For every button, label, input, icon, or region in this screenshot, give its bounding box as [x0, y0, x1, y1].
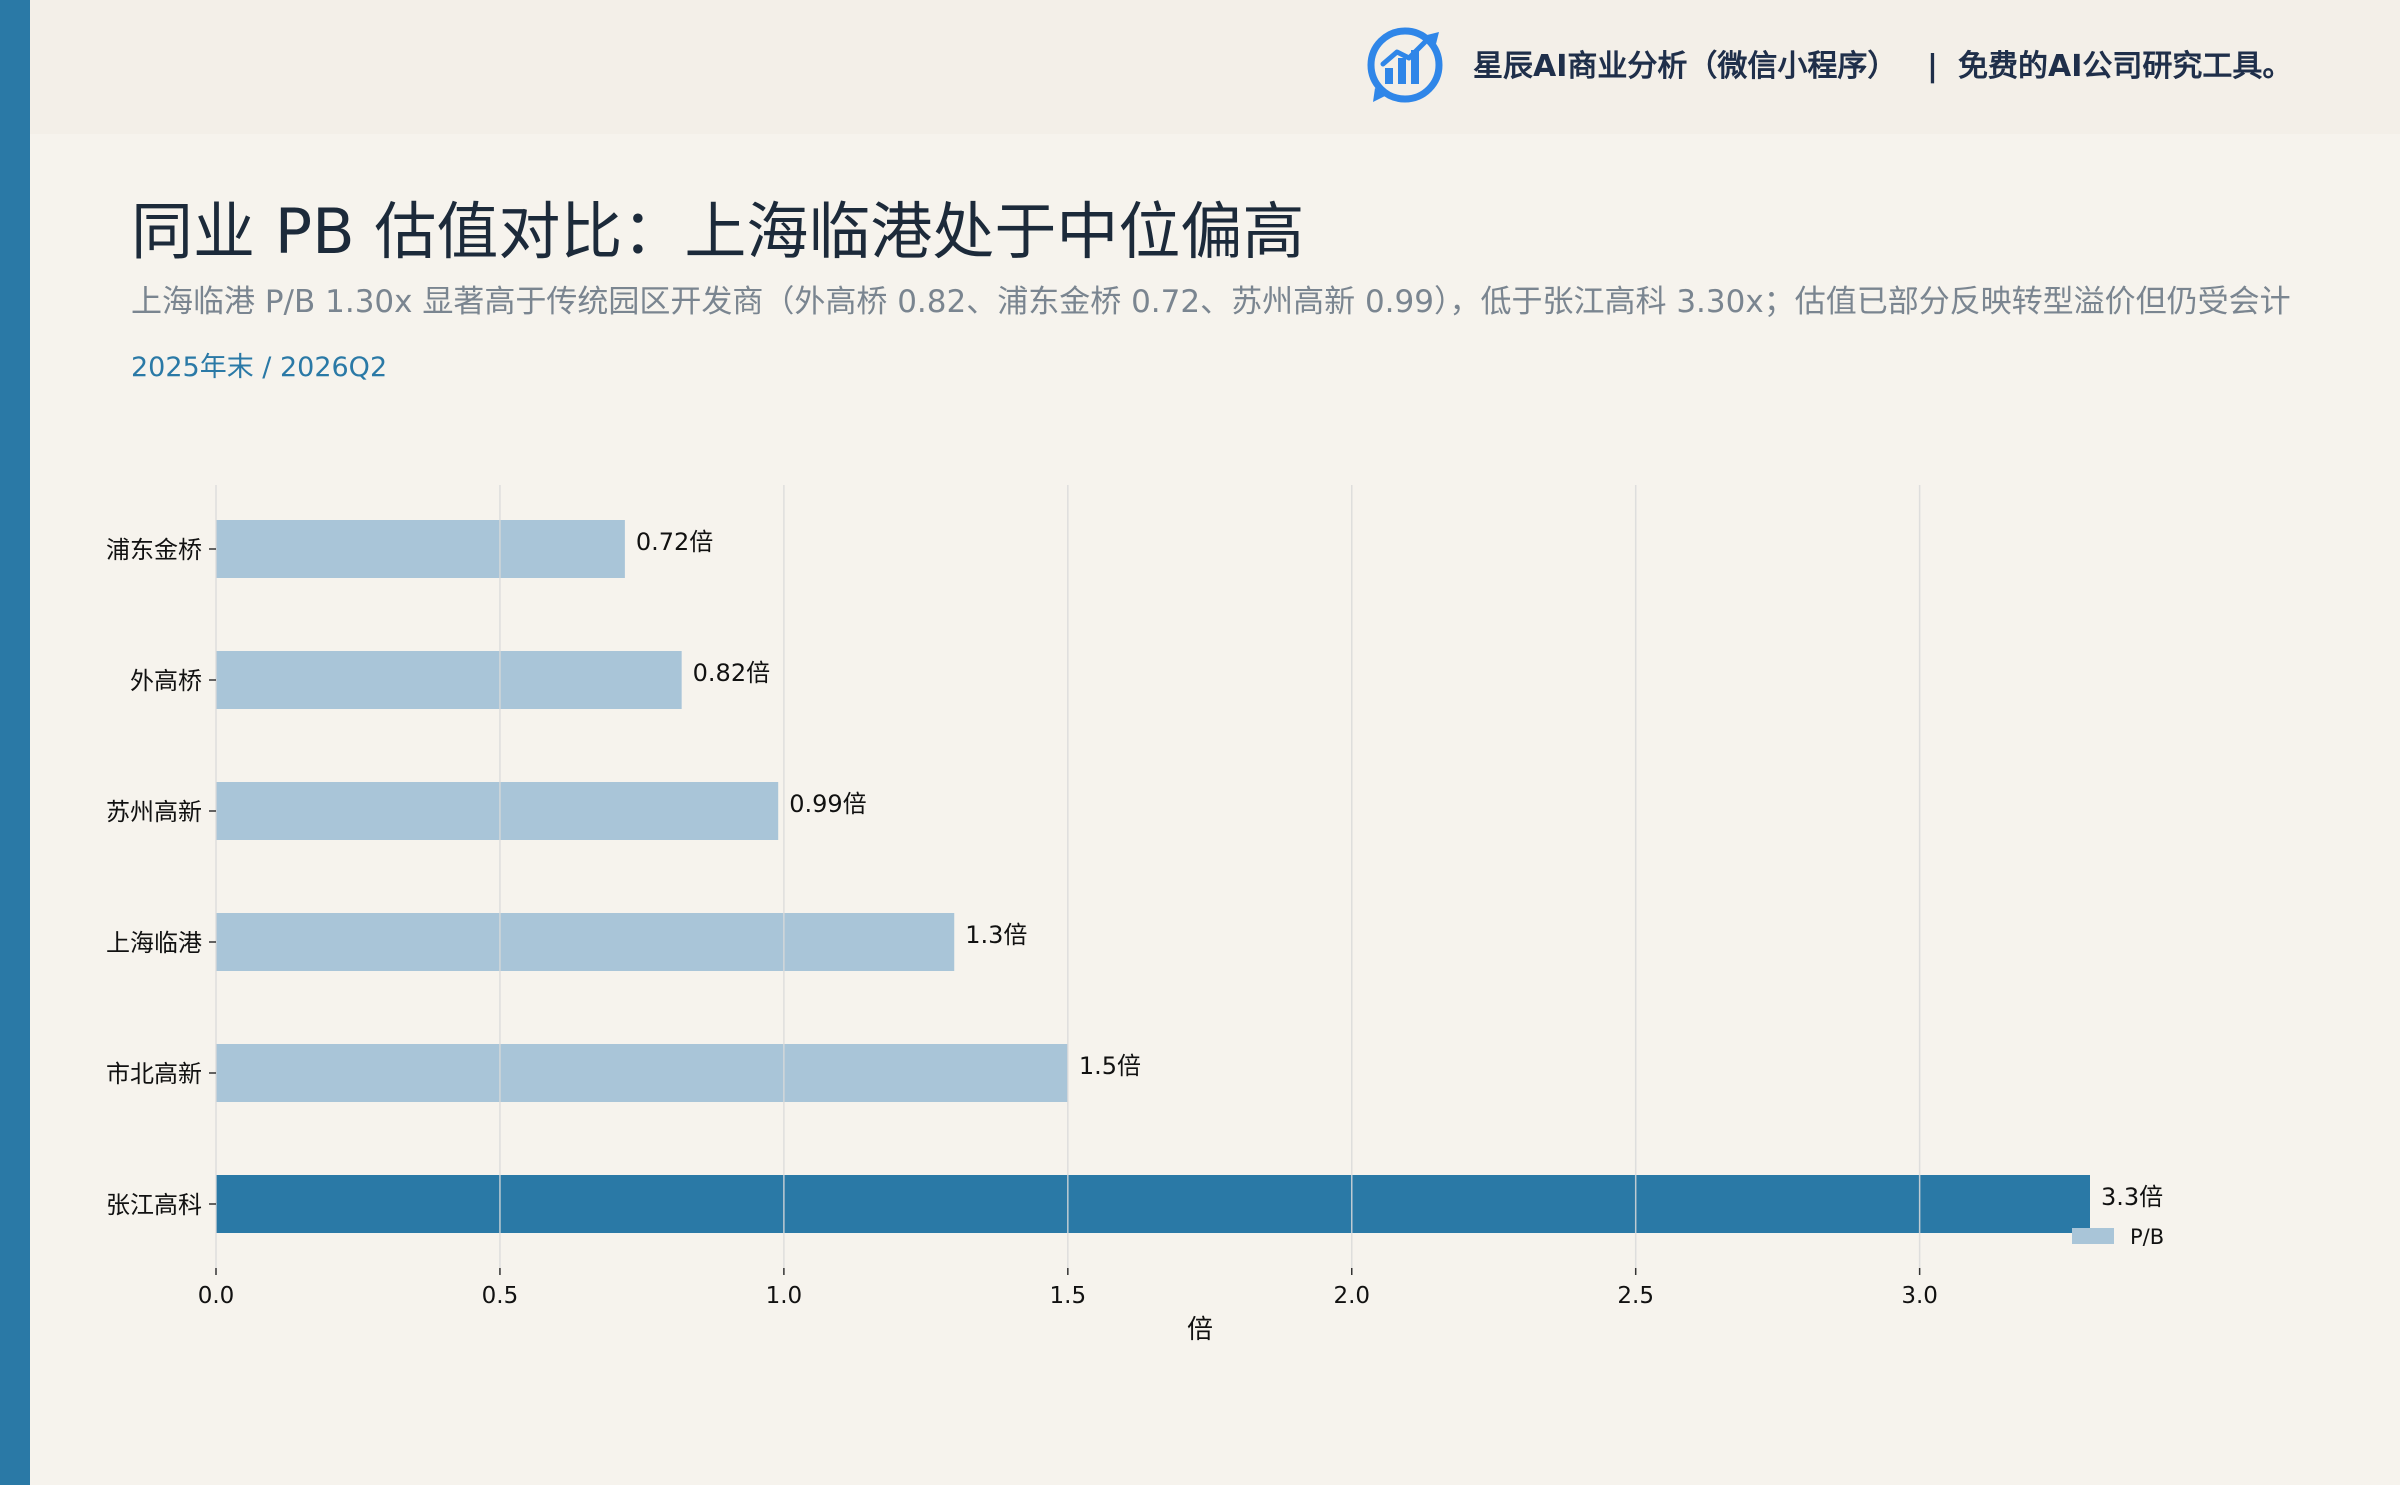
- brand-name: 星辰AI商业分析（微信小程序）: [1473, 49, 1898, 84]
- category-label: 张江高科: [106, 1191, 202, 1219]
- legend-swatch: [2072, 1228, 2114, 1244]
- bar-chart-logo-icon: [1367, 27, 1443, 103]
- x-tick-label: 2.5: [1617, 1283, 1654, 1309]
- category-label: 上海临港: [106, 929, 202, 957]
- data-label: 1.3倍: [965, 921, 1027, 949]
- category-label: 浦东金桥: [106, 536, 202, 564]
- x-tick-label: 0.0: [198, 1283, 235, 1309]
- x-axis-label: 倍: [1187, 1315, 1213, 1345]
- page-subtitle: 上海临港 P/B 1.30x 显著高于传统园区开发商（外高桥 0.82、浦东金桥…: [131, 284, 2291, 320]
- bar-外高桥: [216, 651, 682, 709]
- page-title: 同业 PB 估值对比：上海临港处于中位偏高: [131, 195, 1305, 268]
- bar-苏州高新: [216, 782, 779, 840]
- bar-上海临港: [216, 913, 955, 971]
- brand-separator: |: [1927, 49, 1938, 84]
- data-label: 0.82倍: [693, 659, 770, 687]
- category-label: 市北高新: [106, 1060, 202, 1088]
- data-label: 0.99倍: [789, 790, 866, 818]
- x-tick-label: 1.0: [766, 1283, 803, 1309]
- bar-张江高科: [216, 1175, 2090, 1233]
- data-label: 0.72倍: [636, 528, 713, 556]
- legend-label: P/B: [2130, 1225, 2164, 1249]
- x-tick-label: 0.5: [482, 1283, 519, 1309]
- brand-tagline: 免费的AI公司研究工具。: [1958, 49, 2293, 84]
- x-tick-label: 2.0: [1333, 1283, 1370, 1309]
- data-label: 3.3倍: [2101, 1183, 2163, 1211]
- accent-stripe: [0, 0, 30, 1485]
- bar-浦东金桥: [216, 520, 625, 578]
- category-label: 外高桥: [130, 667, 202, 695]
- x-tick-label: 3.0: [1901, 1283, 1938, 1309]
- data-label: 1.5倍: [1079, 1052, 1141, 1080]
- bar-市北高新: [216, 1044, 1068, 1102]
- period-label: 2025年末 / 2026Q2: [131, 352, 388, 383]
- brand-banner: [30, 0, 2400, 134]
- category-label: 苏州高新: [106, 798, 202, 826]
- x-tick-label: 1.5: [1050, 1283, 1087, 1309]
